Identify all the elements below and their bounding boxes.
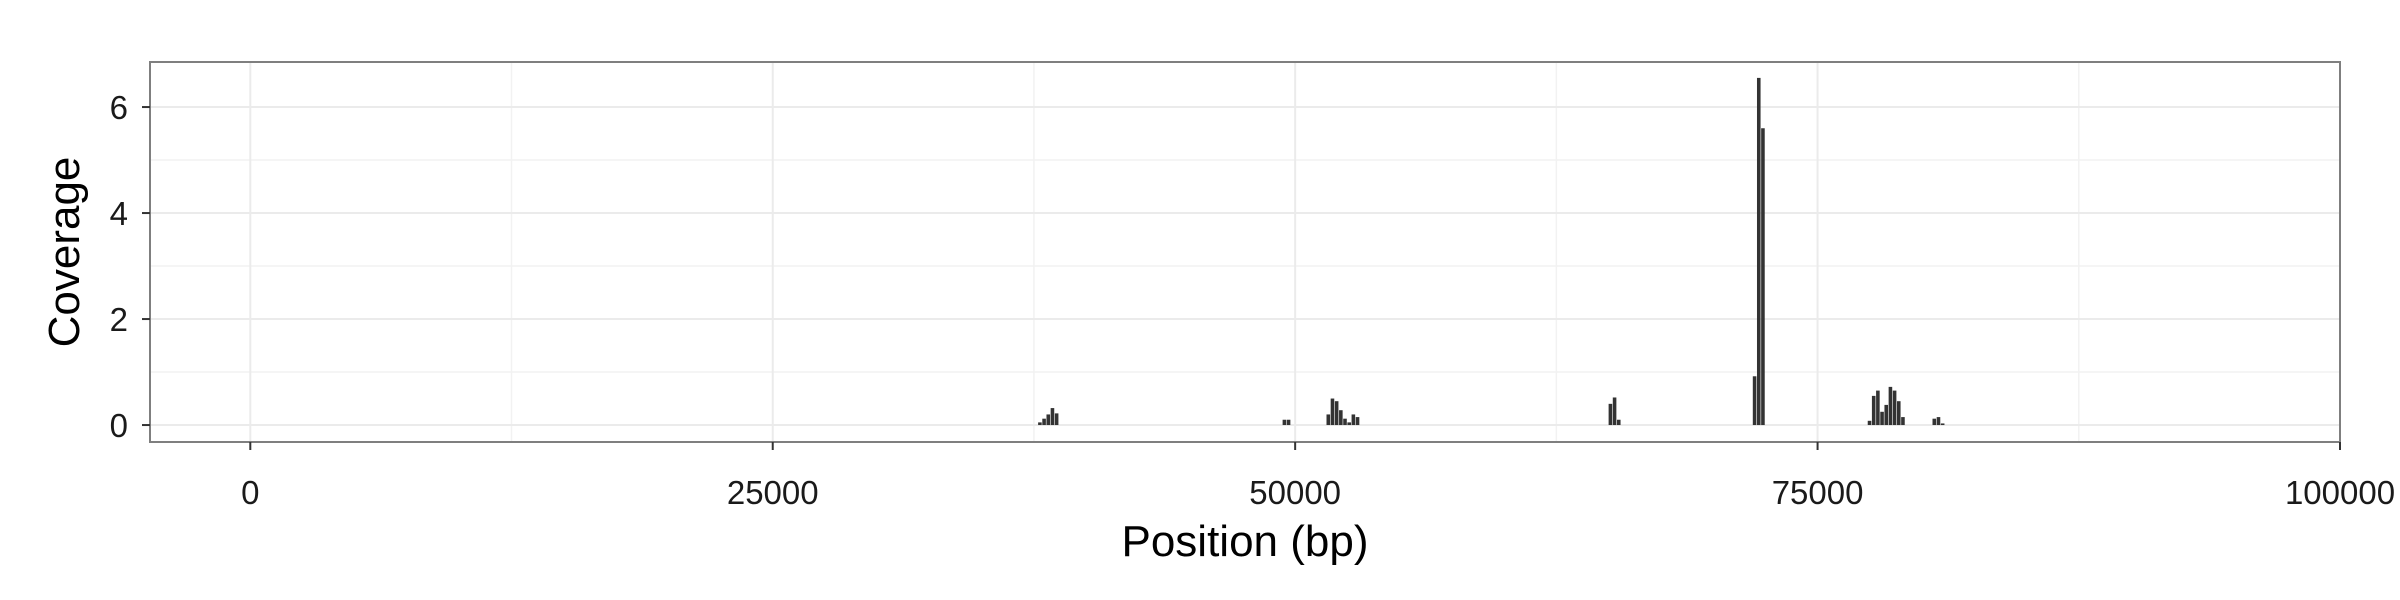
coverage-bar [1884, 404, 1889, 426]
coverage-bar [1326, 414, 1331, 426]
y-tick-label: 2 [110, 301, 128, 338]
y-axis-title: Coverage [40, 157, 89, 348]
x-tick-label: 50000 [1249, 474, 1341, 511]
coverage-bar [1339, 410, 1343, 426]
coverage-bar [1038, 422, 1042, 426]
coverage-bar [1343, 418, 1347, 426]
coverage-bar [1940, 423, 1945, 426]
panel-background [150, 62, 2340, 442]
coverage-bar [1351, 414, 1356, 426]
coverage-bar [1936, 417, 1941, 426]
coverage-bar [1282, 419, 1287, 426]
coverage-bar [1896, 401, 1901, 426]
coverage-bar [1880, 411, 1884, 426]
coverage-bar [1330, 398, 1335, 426]
grid [150, 62, 2341, 442]
panel-border [149, 61, 2341, 443]
x-tick-label: 0 [241, 474, 259, 511]
coverage-bar [1616, 419, 1621, 426]
coverage-bar [1054, 413, 1059, 426]
coverage-bar [1761, 128, 1765, 426]
x-axis-title: Position (bp) [1121, 517, 1368, 566]
y-tick-label: 0 [110, 407, 128, 444]
coverage-bar [1876, 390, 1880, 426]
coverage-bar [1888, 386, 1893, 426]
coverage-bar [1355, 417, 1360, 426]
coverage-bar [1347, 422, 1351, 426]
coverage-bar [1901, 417, 1905, 426]
coverage-bar [1752, 376, 1757, 426]
coverage-bar [1932, 418, 1937, 426]
ticks: 0 25000 50000 75000 100000 0 2 4 6 [110, 89, 2395, 511]
coverage-bar [1334, 401, 1339, 426]
coverage-bar [1286, 419, 1291, 426]
coverage-bar [1871, 395, 1876, 426]
coverage-bar [1046, 414, 1051, 426]
coverage-bar [1756, 77, 1761, 426]
x-tick-label: 25000 [727, 474, 819, 511]
coverage-bar [1867, 420, 1872, 426]
coverage-bar [1042, 418, 1046, 426]
coverage-bar [1608, 403, 1613, 426]
x-tick-label: 75000 [1772, 474, 1864, 511]
coverage-bar [1050, 408, 1055, 426]
coverage-bar [1612, 397, 1617, 426]
bars [1038, 77, 1945, 426]
x-tick-label: 100000 [2285, 474, 2395, 511]
y-tick-label: 4 [110, 195, 128, 232]
coverage-bar [1892, 390, 1897, 426]
y-tick-label: 6 [110, 89, 128, 126]
